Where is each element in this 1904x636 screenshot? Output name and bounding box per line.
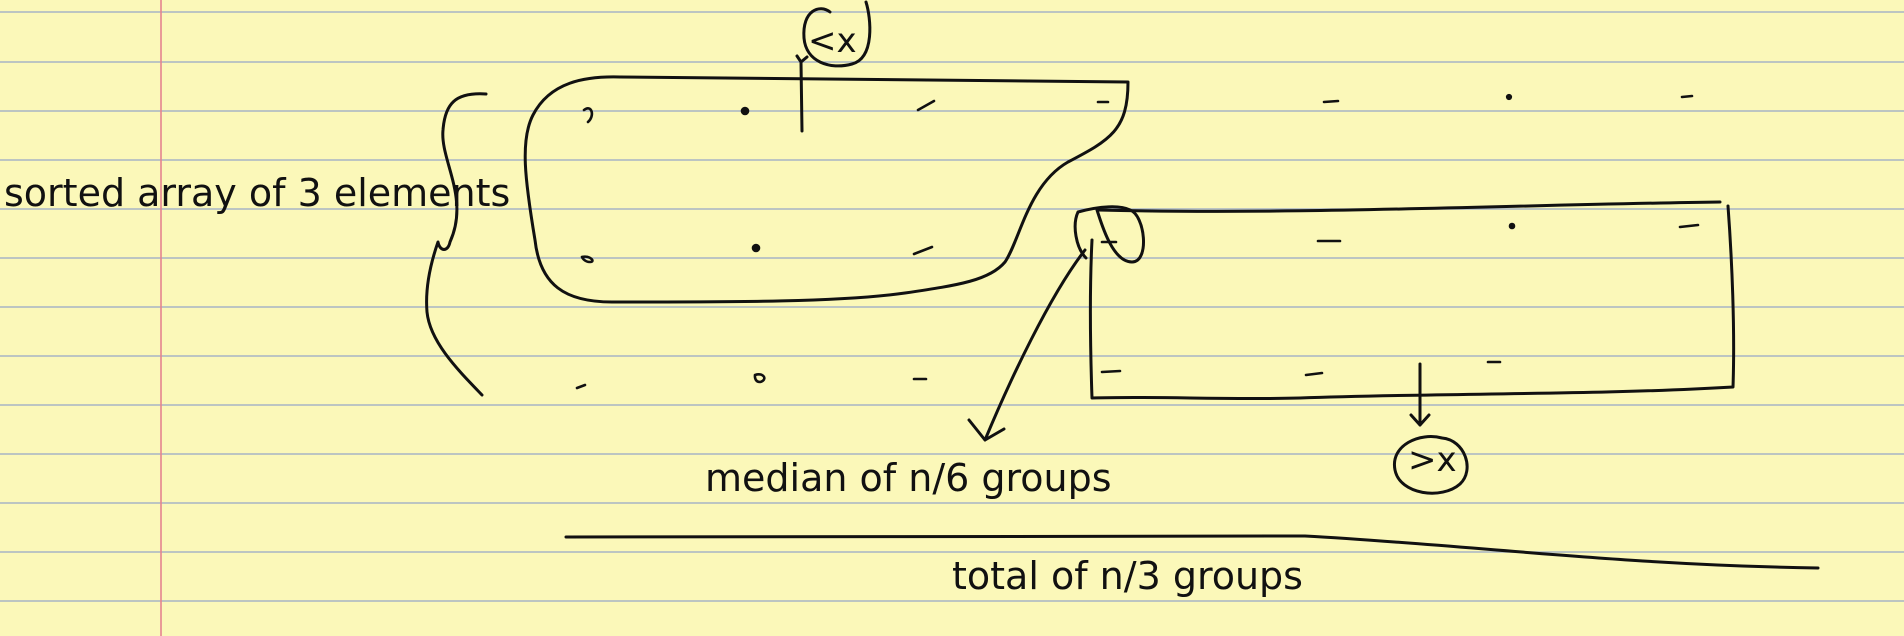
ruled-lines	[0, 11, 1904, 602]
curly-brace	[425, 92, 488, 397]
greater-than-pointer	[1409, 362, 1431, 427]
median-arrow	[967, 248, 1087, 442]
lower-group-enclosure	[1089, 200, 1736, 401]
total-groups-label: total of n/3 groups	[952, 554, 1303, 598]
greater-than-x-label: >x	[1408, 440, 1457, 480]
median-circle	[1073, 205, 1145, 264]
less-than-circle	[802, 0, 872, 68]
sorted-array-label: sorted array of 3 elements	[4, 171, 511, 215]
total-underline	[564, 534, 1820, 570]
greater-than-circle	[1393, 435, 1469, 495]
median-groups-label: median of n/6 groups	[705, 456, 1112, 500]
less-than-pointer	[795, 54, 809, 133]
less-than-x-label: <x	[808, 21, 857, 61]
array-elements	[575, 93, 1700, 390]
upper-group-enclosure	[523, 75, 1130, 304]
